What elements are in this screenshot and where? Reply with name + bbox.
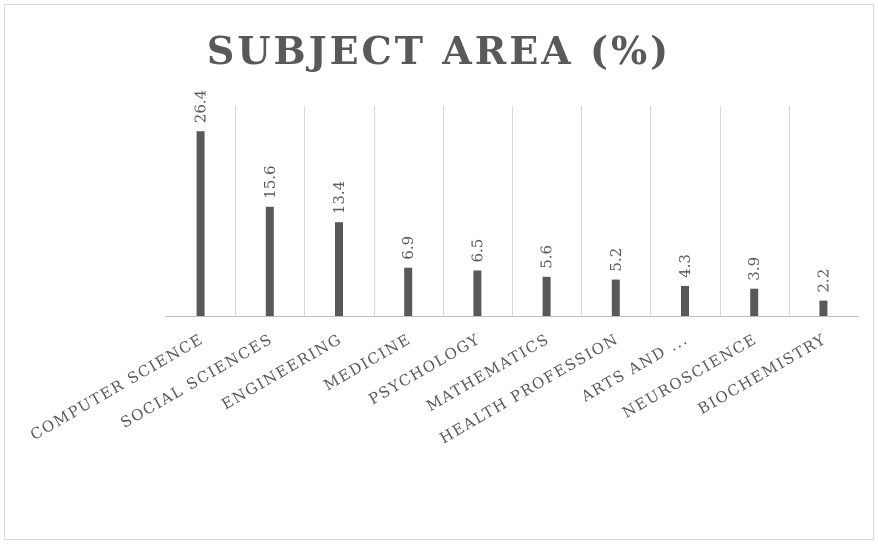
bar [819, 300, 828, 316]
bar [335, 222, 343, 316]
data-label: 26.4 [192, 90, 210, 123]
data-label: 5.2 [607, 248, 625, 272]
data-label: 6.9 [399, 236, 417, 260]
bar [750, 288, 759, 316]
data-label: 13.4 [330, 181, 348, 214]
bar [542, 276, 551, 316]
chart-frame [4, 4, 874, 540]
bar [196, 131, 205, 316]
bar [681, 285, 689, 316]
data-label: 15.6 [261, 165, 279, 198]
data-label: 6.5 [468, 239, 486, 263]
category-label: ENGINEERING [218, 330, 345, 414]
chart-title: SUBJECT AREA (%) [206, 28, 672, 73]
data-label: 5.6 [538, 245, 556, 269]
data-label: 2.2 [814, 269, 832, 293]
bar [265, 206, 274, 316]
data-label: 4.3 [676, 254, 694, 278]
data-label: 3.9 [745, 257, 763, 281]
category-label: BIOCHEMISTRY [695, 330, 830, 418]
bar [611, 279, 620, 316]
bar [404, 267, 413, 316]
bar [473, 270, 482, 316]
